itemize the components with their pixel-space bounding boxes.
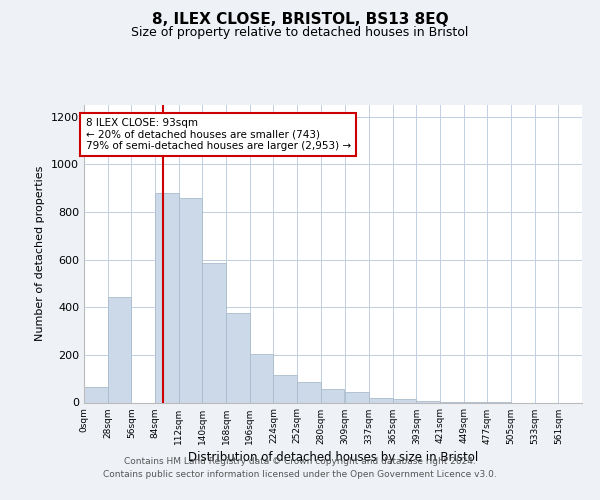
Bar xyxy=(84,387,107,402)
Bar xyxy=(107,296,131,403)
Text: Contains HM Land Registry data © Crown copyright and database right 2024.: Contains HM Land Registry data © Crown c… xyxy=(124,458,476,466)
Bar xyxy=(392,399,416,402)
Y-axis label: Number of detached properties: Number of detached properties xyxy=(35,166,46,342)
Bar xyxy=(155,193,179,402)
Bar xyxy=(345,392,369,402)
Bar xyxy=(179,198,202,402)
Bar xyxy=(250,354,274,403)
Text: Size of property relative to detached houses in Bristol: Size of property relative to detached ho… xyxy=(131,26,469,39)
Text: 8 ILEX CLOSE: 93sqm
← 20% of detached houses are smaller (743)
79% of semi-detac: 8 ILEX CLOSE: 93sqm ← 20% of detached ho… xyxy=(86,118,351,152)
Text: 8, ILEX CLOSE, BRISTOL, BS13 8EQ: 8, ILEX CLOSE, BRISTOL, BS13 8EQ xyxy=(152,12,448,28)
Bar xyxy=(202,264,226,402)
X-axis label: Distribution of detached houses by size in Bristol: Distribution of detached houses by size … xyxy=(188,450,478,464)
Bar xyxy=(274,375,297,402)
Text: Contains public sector information licensed under the Open Government Licence v3: Contains public sector information licen… xyxy=(103,470,497,479)
Bar xyxy=(369,398,392,402)
Bar xyxy=(297,382,321,402)
Bar xyxy=(321,390,344,402)
Bar xyxy=(226,313,250,402)
